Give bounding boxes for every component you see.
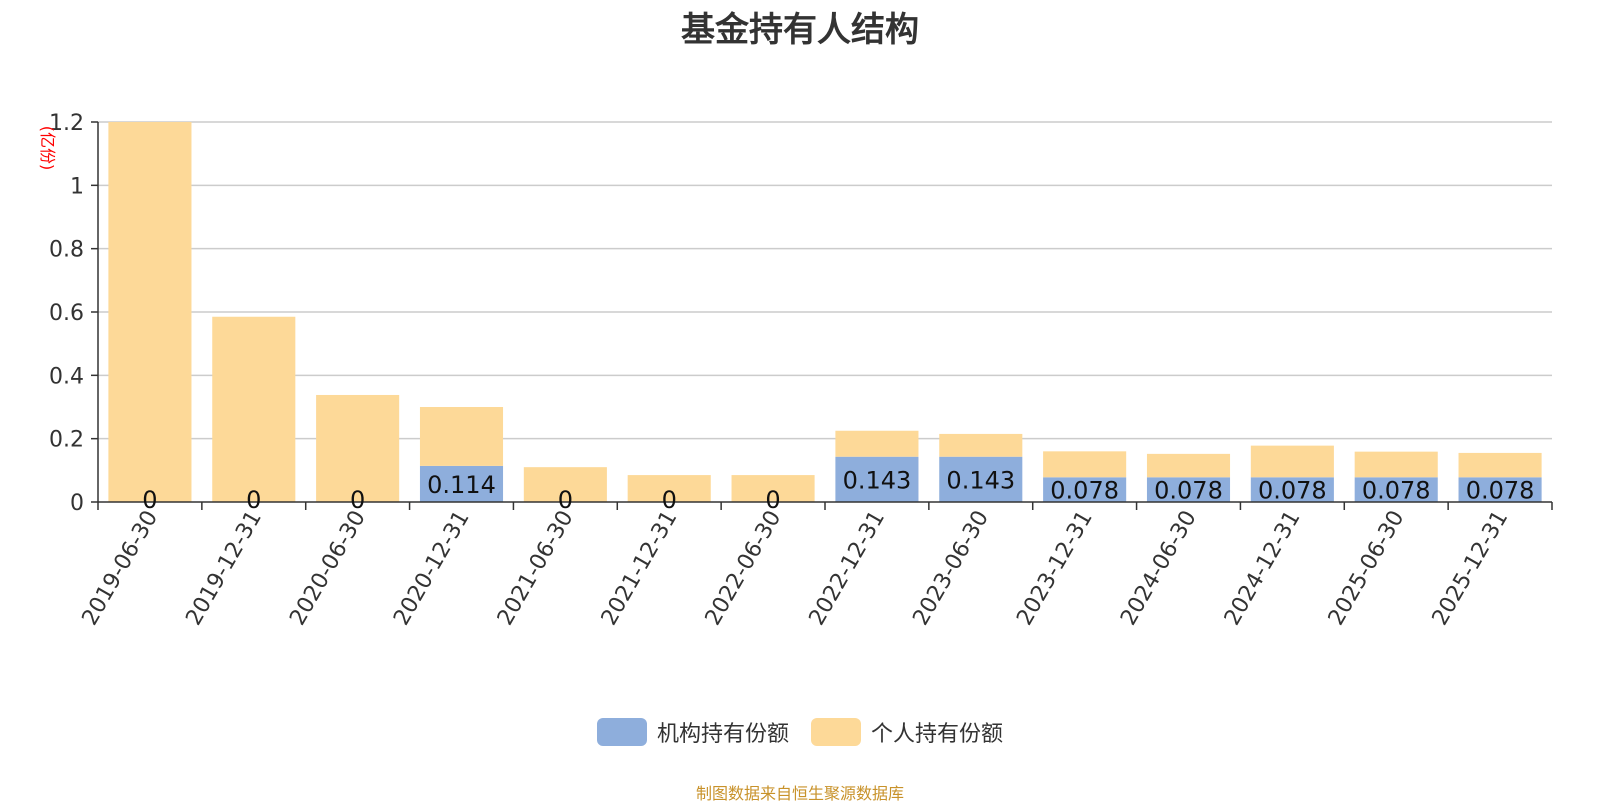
legend: 机构持有份额 个人持有份额 <box>0 716 1600 748</box>
x-tick-label: 2025-12-31 <box>1428 507 1514 630</box>
data-label-institutional: 0 <box>558 486 573 514</box>
data-label-institutional: 0 <box>350 486 365 514</box>
bar-individual <box>212 316 296 502</box>
data-labels: 0 0 0 0.114 0 0 0 0.143 0.143 0.078 0.078 0.078 0.07… <box>142 466 1534 514</box>
data-label-institutional: 0.143 <box>843 466 912 494</box>
x-tick-label: 2022-12-31 <box>805 507 891 630</box>
x-tick-label: 2025-06-30 <box>1324 507 1410 630</box>
data-label-institutional: 0.078 <box>1258 477 1327 505</box>
x-tick-label: 2020-12-31 <box>389 507 475 630</box>
y-tick-label: 0.8 <box>49 238 84 263</box>
bars <box>108 122 1542 502</box>
legend-item-individual[interactable]: 个人持有份额 <box>811 716 1003 748</box>
bar-individual <box>939 433 1023 457</box>
bar-individual <box>731 475 815 502</box>
x-tick-label: 2024-12-31 <box>1220 507 1306 630</box>
data-label-institutional: 0 <box>142 486 157 514</box>
bar-institutional <box>939 456 1023 502</box>
bar-individual <box>419 407 504 466</box>
x-tick-label: 2020-06-30 <box>285 507 371 630</box>
x-tick-label: 2022-06-30 <box>701 507 787 630</box>
y-tick-label: 0.2 <box>49 428 84 453</box>
bar-institutional <box>1146 477 1231 502</box>
x-tick-label: 2019-12-31 <box>181 507 267 630</box>
legend-label-individual: 个人持有份额 <box>871 722 1004 747</box>
legend-label-institutional: 机构持有份额 <box>656 722 789 747</box>
y-tick-label: 1.2 <box>49 111 84 136</box>
legend-item-institutional[interactable]: 机构持有份额 <box>596 716 789 748</box>
bar-institutional <box>835 456 919 502</box>
bar-institutional <box>1250 477 1334 502</box>
x-tick-label: 2024-06-30 <box>1116 507 1202 630</box>
x-tick-label: 2021-12-31 <box>597 507 683 630</box>
data-label-institutional: 0.114 <box>427 471 496 499</box>
y-tick-label: 1 <box>70 174 84 199</box>
bar-individual <box>1043 451 1127 478</box>
data-label-institutional: 0 <box>246 486 261 514</box>
bar-individual <box>523 467 607 502</box>
bar-individual <box>1250 445 1334 478</box>
chart-title: 基金持有人结构 <box>681 10 919 50</box>
grid-lines <box>98 121 1552 440</box>
data-label-institutional: 0 <box>662 486 677 514</box>
x-tick-label: 2021-06-30 <box>493 507 579 630</box>
y-tick-label: 0 <box>70 491 84 516</box>
y-tick-label: 0.4 <box>49 364 84 389</box>
bar-individual <box>1146 453 1231 478</box>
legend-swatch-individual <box>811 718 861 746</box>
data-label-institutional: 0.143 <box>946 466 1015 494</box>
x-tick-label: 2019-06-30 <box>78 507 164 630</box>
bar-institutional <box>1354 477 1438 502</box>
y-tick-label: 0.6 <box>49 301 84 326</box>
data-label-institutional: 0 <box>765 486 780 514</box>
data-label-institutional: 0.078 <box>1050 477 1119 505</box>
bar-institutional <box>419 465 504 502</box>
source-note: 制图数据来自恒生聚源数据库 <box>695 784 904 803</box>
bar-individual <box>835 430 919 457</box>
x-tick-label: 2023-12-31 <box>1012 507 1098 630</box>
x-tick-label: 2023-06-30 <box>908 507 994 630</box>
bar-individual <box>627 475 711 502</box>
legend-swatch-institutional <box>596 718 647 746</box>
bar-individual <box>108 122 192 502</box>
bar-institutional <box>1458 477 1542 502</box>
bar-individual <box>1354 451 1438 478</box>
data-label-institutional: 0.078 <box>1362 477 1431 505</box>
data-label-institutional: 0.078 <box>1154 477 1223 505</box>
bar-individual <box>316 394 400 502</box>
bar-individual <box>1458 452 1542 478</box>
y-axis-label: (亿份) <box>38 126 57 171</box>
bar-institutional <box>1043 477 1127 502</box>
data-label-institutional: 0.078 <box>1466 477 1535 505</box>
